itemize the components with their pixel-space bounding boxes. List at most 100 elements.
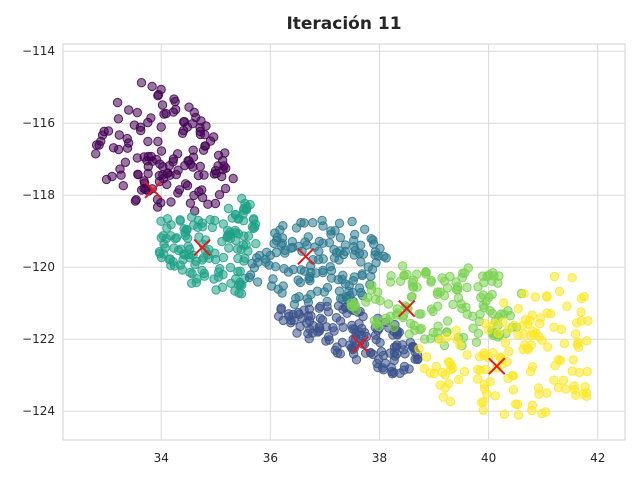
data-point bbox=[556, 324, 567, 334]
data-point bbox=[197, 265, 207, 276]
data-point bbox=[153, 91, 163, 101]
data-point bbox=[579, 291, 589, 302]
data-point bbox=[525, 366, 536, 377]
data-point bbox=[107, 171, 117, 182]
data-point bbox=[228, 173, 238, 184]
data-point bbox=[283, 267, 294, 277]
y-tick-label: −124 bbox=[22, 404, 55, 418]
data-point bbox=[198, 145, 209, 156]
data-point bbox=[559, 338, 570, 349]
data-point bbox=[292, 328, 302, 338]
data-point bbox=[421, 352, 432, 362]
data-point bbox=[195, 126, 205, 137]
data-point bbox=[303, 328, 313, 339]
data-point bbox=[554, 286, 565, 297]
data-point bbox=[230, 228, 241, 238]
x-tick-label: 38 bbox=[372, 451, 387, 465]
data-point bbox=[386, 271, 396, 281]
data-point bbox=[139, 183, 149, 194]
data-point bbox=[306, 311, 316, 321]
data-point bbox=[549, 271, 560, 282]
y-tick-label: −120 bbox=[22, 260, 55, 274]
data-point bbox=[197, 185, 207, 195]
data-point bbox=[527, 405, 537, 416]
data-point bbox=[171, 233, 182, 243]
data-point bbox=[180, 179, 191, 189]
data-point bbox=[220, 148, 230, 158]
data-point bbox=[397, 261, 408, 271]
data-points bbox=[91, 78, 593, 420]
data-point bbox=[372, 358, 382, 369]
data-point bbox=[487, 289, 497, 300]
data-point bbox=[315, 301, 325, 312]
cluster-center-marker bbox=[488, 357, 506, 375]
data-point bbox=[272, 232, 282, 243]
data-point bbox=[378, 365, 389, 375]
data-point bbox=[366, 348, 376, 358]
data-point bbox=[187, 119, 198, 129]
data-point bbox=[324, 335, 334, 345]
data-point bbox=[513, 330, 523, 340]
data-point bbox=[146, 151, 156, 162]
data-point bbox=[277, 238, 288, 249]
data-point bbox=[223, 225, 233, 236]
data-point bbox=[357, 270, 367, 281]
data-point bbox=[526, 330, 536, 341]
data-point bbox=[473, 328, 483, 338]
data-point bbox=[214, 190, 225, 200]
data-point bbox=[207, 222, 218, 233]
data-point bbox=[576, 307, 586, 317]
data-point bbox=[136, 78, 147, 88]
data-point bbox=[496, 309, 506, 319]
data-point bbox=[347, 216, 357, 227]
data-point bbox=[261, 247, 272, 258]
data-point bbox=[471, 337, 482, 347]
data-point bbox=[500, 338, 511, 348]
data-point bbox=[476, 292, 486, 303]
data-point bbox=[508, 371, 519, 381]
data-point bbox=[240, 198, 250, 209]
data-point bbox=[530, 292, 541, 302]
data-point bbox=[363, 292, 373, 303]
cluster-centers bbox=[144, 181, 506, 375]
cluster-center-marker bbox=[144, 181, 162, 199]
data-point bbox=[334, 286, 345, 296]
data-point bbox=[135, 122, 146, 132]
data-point bbox=[288, 309, 298, 319]
data-point bbox=[479, 379, 490, 390]
data-point bbox=[308, 218, 318, 228]
data-point bbox=[444, 378, 454, 389]
cluster-center-marker bbox=[398, 299, 416, 318]
data-point bbox=[153, 136, 163, 147]
data-point bbox=[358, 249, 369, 259]
data-point bbox=[251, 239, 261, 249]
data-point bbox=[179, 249, 189, 260]
data-point bbox=[162, 214, 173, 224]
data-point bbox=[558, 375, 569, 385]
data-point bbox=[241, 240, 251, 250]
data-point bbox=[383, 299, 394, 309]
data-point bbox=[274, 311, 284, 321]
data-point bbox=[537, 408, 547, 419]
data-point bbox=[305, 276, 315, 286]
data-point bbox=[481, 364, 491, 374]
data-point bbox=[567, 273, 577, 283]
x-tick-label: 36 bbox=[263, 451, 278, 465]
data-point bbox=[328, 323, 338, 333]
data-point bbox=[578, 389, 588, 399]
data-point bbox=[303, 232, 313, 242]
data-point bbox=[543, 342, 553, 352]
data-point bbox=[249, 222, 260, 232]
data-point bbox=[120, 157, 131, 168]
data-point bbox=[169, 94, 179, 104]
x-tick-label: 40 bbox=[481, 451, 496, 465]
data-point bbox=[513, 304, 523, 314]
data-point bbox=[335, 232, 346, 243]
data-point bbox=[247, 258, 257, 269]
data-point bbox=[537, 335, 547, 345]
data-point bbox=[499, 298, 509, 308]
data-point bbox=[390, 351, 400, 361]
data-point bbox=[489, 318, 500, 329]
data-point bbox=[177, 128, 188, 139]
data-point bbox=[161, 233, 172, 244]
